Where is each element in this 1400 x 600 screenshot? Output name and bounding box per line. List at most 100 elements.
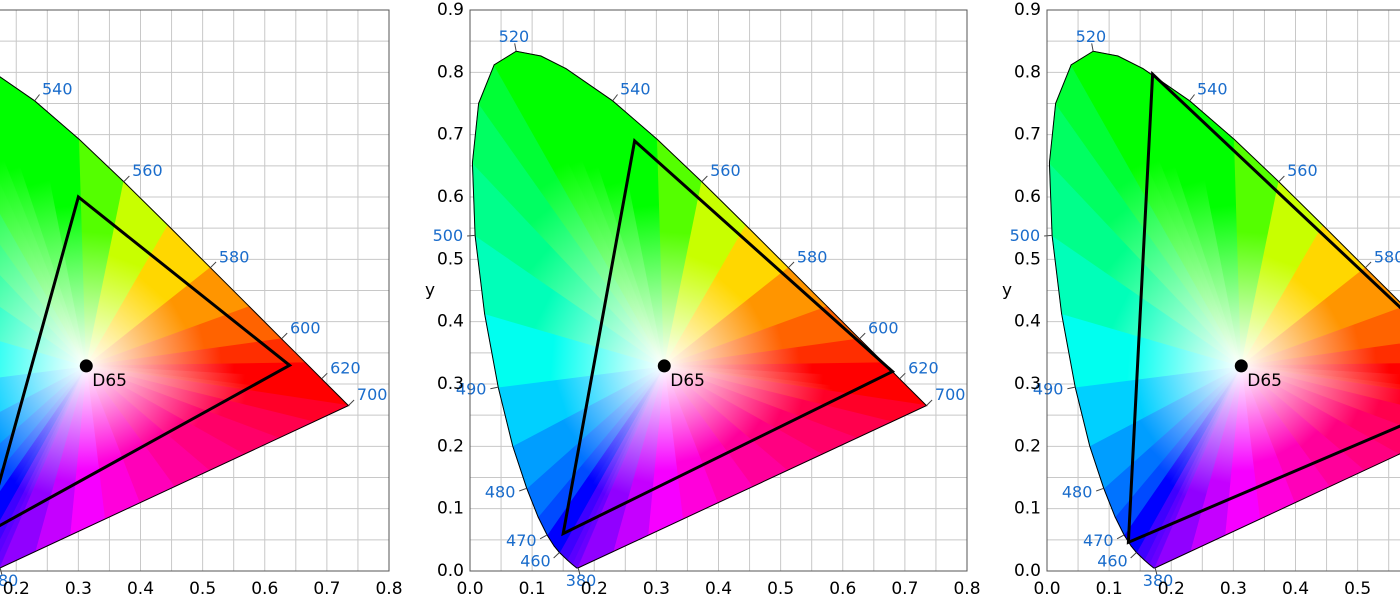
y-tick-label: 0.0 bbox=[437, 561, 464, 581]
wavelength-tick bbox=[210, 261, 217, 269]
plot-frame bbox=[0, 9, 390, 572]
wavelength-label: 540 bbox=[1197, 79, 1228, 98]
wavelength-tick bbox=[1154, 567, 1158, 576]
locus-fill bbox=[471, 50, 928, 569]
y-tick-label: 0.1 bbox=[1014, 499, 1041, 519]
x-tick-label: 0.5 bbox=[189, 579, 216, 599]
y-tick-label: 0.9 bbox=[437, 0, 464, 20]
y-tick-label: 0.5 bbox=[437, 249, 464, 269]
wavelength-tick bbox=[926, 399, 933, 406]
white-point bbox=[657, 359, 671, 373]
y-tick-label: 0.9 bbox=[1014, 0, 1041, 20]
wavelength-label: 460 bbox=[520, 552, 551, 571]
wavelength-label: 500 bbox=[433, 226, 464, 245]
wavelength-label: 380 bbox=[1143, 571, 1174, 590]
y-tick-label: 0.2 bbox=[437, 436, 464, 456]
y-tick-label: 0.4 bbox=[437, 312, 464, 332]
wavelength-tick bbox=[859, 332, 866, 340]
wavelength-label: 490 bbox=[1033, 380, 1064, 399]
wavelength-label: 480 bbox=[485, 483, 516, 502]
plot-frame bbox=[1046, 9, 1400, 572]
wavelength-label: 700 bbox=[357, 385, 388, 404]
x-tick-label: 0.2 bbox=[3, 579, 30, 599]
wavelength-tick bbox=[514, 43, 517, 52]
x-tick-label: 0.4 bbox=[1282, 579, 1309, 599]
y-tick-label: 0.7 bbox=[1014, 125, 1041, 145]
locus-fill-wedge bbox=[0, 340, 87, 378]
wavelength-label: 560 bbox=[132, 161, 163, 180]
wavelength-label: 540 bbox=[620, 79, 651, 98]
y-axis-label: y bbox=[1002, 281, 1012, 301]
y-tick-label: 0.1 bbox=[437, 499, 464, 519]
wavelength-label: 620 bbox=[330, 358, 361, 377]
gamut-triangle bbox=[561, 137, 896, 537]
wavelength-label: 490 bbox=[456, 380, 487, 399]
wavelength-tick bbox=[0, 567, 3, 576]
wavelength-tick bbox=[1189, 94, 1195, 102]
x-tick-label: 0.1 bbox=[519, 579, 546, 599]
y-tick-label: 0.7 bbox=[437, 125, 464, 145]
y-axis-label: y bbox=[425, 281, 435, 301]
wavelength-label: 460 bbox=[1097, 552, 1128, 571]
wavelength-label: 480 bbox=[1062, 483, 1093, 502]
wavelength-label: 600 bbox=[868, 318, 899, 337]
wavelength-tick bbox=[553, 552, 560, 559]
white-point bbox=[1234, 359, 1248, 373]
x-tick-label: 0.1 bbox=[1096, 579, 1123, 599]
wavelength-tick bbox=[490, 386, 499, 390]
spectral-locus bbox=[1048, 50, 1400, 569]
wavelength-label: 380 bbox=[0, 571, 18, 590]
chart: 380460470480490500520540560580600620700D… bbox=[425, 0, 981, 599]
x-tick-label: 0.6 bbox=[251, 579, 278, 599]
x-tick-label: 0.3 bbox=[643, 579, 670, 599]
wavelength-tick bbox=[1278, 175, 1285, 183]
wavelength-tick bbox=[123, 175, 130, 183]
wavelength-label: 520 bbox=[499, 27, 530, 46]
wavelength-label: 520 bbox=[1076, 27, 1107, 46]
x-tick-label: 0.6 bbox=[829, 579, 856, 599]
x-tick-label: 0.2 bbox=[581, 579, 608, 599]
y-tick-label: 0.2 bbox=[1014, 436, 1041, 456]
wavelength-tick bbox=[1091, 43, 1094, 52]
x-tick-label: 0.2 bbox=[1158, 579, 1185, 599]
chart: 380460470480490500520540560580600620700D… bbox=[1002, 0, 1400, 599]
wavelength-label: 700 bbox=[935, 385, 966, 404]
wavelength-label: 560 bbox=[710, 161, 741, 180]
x-tick-label: 0.3 bbox=[65, 579, 92, 599]
x-tick-label: 0.5 bbox=[767, 579, 794, 599]
wavelength-tick bbox=[34, 94, 40, 102]
wavelength-label: 470 bbox=[506, 531, 537, 550]
wavelength-tick bbox=[577, 567, 581, 576]
wavelength-label: 620 bbox=[908, 358, 939, 377]
wavelength-label: 540 bbox=[42, 79, 73, 98]
y-tick-label: 0.8 bbox=[437, 62, 464, 82]
wavelength-tick bbox=[467, 234, 476, 237]
wavelength-tick bbox=[1044, 234, 1053, 237]
x-tick-label: 0.4 bbox=[127, 579, 154, 599]
white-point bbox=[79, 359, 93, 373]
y-tick-label: 0.3 bbox=[437, 374, 464, 394]
x-tick-label: 0.5 bbox=[1344, 579, 1371, 599]
wavelength-tick bbox=[539, 534, 548, 540]
y-tick-label: 0.4 bbox=[1014, 312, 1041, 332]
gamut-triangle bbox=[1126, 70, 1400, 545]
wavelength-label: 380 bbox=[566, 571, 597, 590]
y-tick-label: 0.0 bbox=[1014, 561, 1041, 581]
y-tick-label: 0.6 bbox=[437, 187, 464, 207]
plot-frame bbox=[469, 9, 968, 572]
wavelength-label: 580 bbox=[1374, 247, 1400, 266]
y-tick-label: 0.5 bbox=[1014, 249, 1041, 269]
wavelength-label: 470 bbox=[1083, 531, 1114, 550]
wavelength-label: 600 bbox=[290, 318, 321, 337]
wavelength-label: 580 bbox=[797, 247, 828, 266]
wavelength-tick bbox=[1096, 487, 1104, 492]
wavelength-tick bbox=[281, 332, 288, 340]
spectral-locus bbox=[0, 76, 350, 569]
white-point-label: D65 bbox=[92, 371, 127, 391]
locus-fill bbox=[1048, 50, 1400, 569]
y-tick-label: 0.8 bbox=[1014, 62, 1041, 82]
wavelength-tick bbox=[788, 261, 795, 269]
wavelength-tick bbox=[899, 372, 906, 380]
